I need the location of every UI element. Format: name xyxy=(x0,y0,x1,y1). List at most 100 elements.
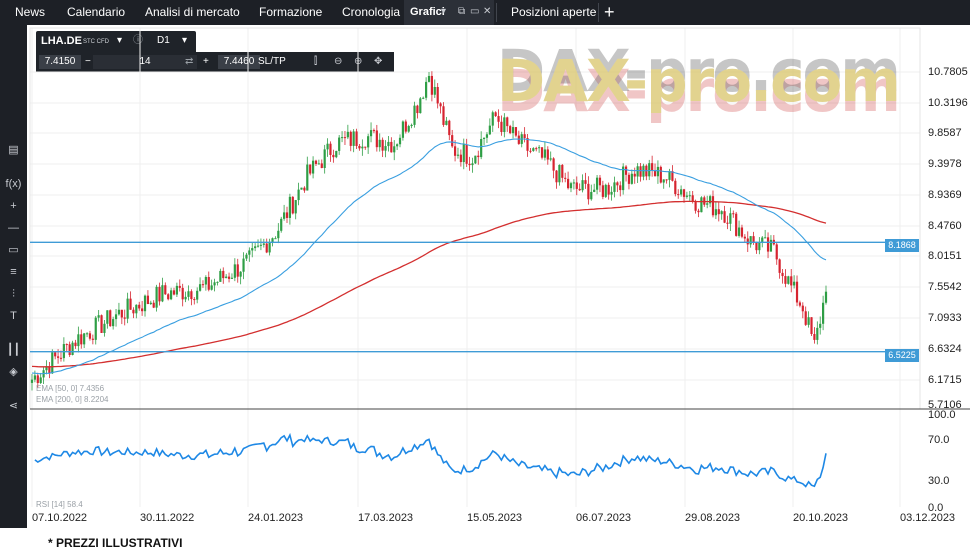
candle-body xyxy=(323,149,326,169)
candle-body xyxy=(161,285,164,302)
nav-calendario[interactable]: Calendario xyxy=(67,5,126,19)
level-tag-lower[interactable]: 6.5225 xyxy=(885,349,919,362)
close-icon[interactable]: ✕ xyxy=(483,6,492,17)
swap-icon[interactable]: ⇄ xyxy=(185,56,194,67)
dropdown-caret-icon[interactable]: ▾ xyxy=(441,6,447,17)
bid-price[interactable]: 7.4150 xyxy=(39,55,81,69)
candle-body xyxy=(369,130,373,137)
crosshair-icon[interactable]: + xyxy=(10,200,17,212)
candle-body xyxy=(233,264,236,278)
add-tab-icon[interactable]: + xyxy=(604,2,615,22)
ema200-legend[interactable]: EMA [200, 0] 8.2204 xyxy=(36,395,109,404)
candle-body xyxy=(604,184,607,197)
candle-body xyxy=(761,237,764,243)
increase-quantity-button[interactable]: + xyxy=(203,56,209,67)
candle-body xyxy=(288,196,292,218)
candle-body xyxy=(665,179,668,181)
nav-posizioni-aperte[interactable]: Posizioni aperte xyxy=(511,5,597,19)
tab-grafici-label[interactable]: Grafici xyxy=(410,6,445,18)
candle-body xyxy=(326,143,329,150)
rsi-legend[interactable]: RSI [14] 58.4 xyxy=(36,500,83,509)
candlestick-series xyxy=(30,71,828,391)
candle-body xyxy=(300,187,303,190)
candle-body xyxy=(758,242,761,251)
ema50-legend[interactable]: EMA [50, 0] 7.4356 xyxy=(36,384,105,393)
candle-body xyxy=(769,239,773,252)
popout-icon[interactable]: ⧉ xyxy=(458,6,466,17)
date-tick: 03.12.2023 xyxy=(900,512,956,524)
candle-body xyxy=(619,185,622,191)
candle-body xyxy=(581,180,584,191)
candle-body xyxy=(720,211,723,215)
ask-price[interactable]: 7.4460 xyxy=(218,55,260,69)
timeframe-select[interactable]: D1 xyxy=(157,35,170,46)
layers-icon[interactable]: ◈ xyxy=(9,366,18,378)
rectangle-icon[interactable]: ▭ xyxy=(8,244,19,256)
sltp-button[interactable]: SL/TP xyxy=(258,56,286,67)
candle-body xyxy=(706,203,709,205)
nav-analisi-di-mercato[interactable]: Analisi di mercato xyxy=(145,5,240,19)
candle-body xyxy=(778,259,781,273)
candle-body xyxy=(752,236,755,243)
share-icon[interactable]: ⋖ xyxy=(8,400,19,412)
candle-body xyxy=(30,379,34,383)
candle-body xyxy=(198,284,202,291)
level-tag-upper[interactable]: 8.1868 xyxy=(885,239,919,252)
candle-body xyxy=(123,317,126,319)
ema50-line xyxy=(31,138,827,375)
candle-body xyxy=(265,243,268,253)
nav-news[interactable]: News xyxy=(15,5,46,19)
candle-body xyxy=(361,146,364,149)
candle-body xyxy=(740,227,744,237)
nav-cronologia[interactable]: Cronologia xyxy=(342,5,401,19)
candle-body xyxy=(381,139,384,151)
candle-body xyxy=(633,173,636,177)
minimize-icon[interactable]: ▭ xyxy=(470,6,480,17)
tab-grafici[interactable] xyxy=(404,0,494,25)
price-tick: 9.8587 xyxy=(928,127,962,139)
symbol-label[interactable]: LHA.DE xyxy=(41,35,82,47)
candle-body xyxy=(656,166,660,177)
candle-body xyxy=(164,285,167,295)
candle-body xyxy=(132,309,135,314)
candle-body xyxy=(569,183,573,189)
price-tick: 9.3978 xyxy=(928,158,962,170)
candle-body xyxy=(181,287,184,300)
candle-body xyxy=(613,182,616,192)
candle-body xyxy=(364,146,367,148)
candle-body xyxy=(471,163,474,166)
candle-body xyxy=(169,290,173,300)
candle-body xyxy=(714,209,717,216)
candle-body xyxy=(230,277,234,279)
candle-body xyxy=(109,310,112,327)
order-panel: 7.4150 − 14 ⇄ + 7.4460 SL/TP ⫿ ⊖ ⊕ ✥ xyxy=(36,52,394,72)
candle-body xyxy=(56,356,60,358)
price-tick: 10.7805 xyxy=(928,66,968,78)
move-icon[interactable]: ✥ xyxy=(374,56,383,67)
decrease-quantity-button[interactable]: − xyxy=(85,56,91,67)
candle-body xyxy=(517,135,520,144)
candle-body xyxy=(74,342,77,347)
candle-body xyxy=(677,194,680,196)
zoom-out-icon[interactable]: ⊖ xyxy=(334,56,343,67)
timeframe-dropdown-icon[interactable]: ▾ xyxy=(182,35,188,46)
symbol-dropdown-icon[interactable]: ▾ xyxy=(117,35,123,46)
candles-icon[interactable]: ┃┃ xyxy=(6,344,21,356)
line-tool-icon[interactable]: — xyxy=(8,222,19,234)
candle-body xyxy=(511,127,515,134)
nav-formazione[interactable]: Formazione xyxy=(259,5,323,19)
candle-body xyxy=(642,165,645,177)
function-icon[interactable]: f(x) xyxy=(5,178,22,190)
fibonacci-icon[interactable]: ≡ xyxy=(10,266,17,278)
candle-body xyxy=(787,276,790,284)
screen-icon[interactable]: ▤ xyxy=(8,144,19,156)
candle-body xyxy=(433,86,436,95)
quantity-input[interactable]: 14 xyxy=(93,55,197,69)
text-tool-icon[interactable]: T xyxy=(10,310,17,322)
rsi-tick: 30.0 xyxy=(928,475,950,487)
info-icon[interactable]: ⓘ xyxy=(133,35,143,46)
pitchfork-icon[interactable]: ⫶ xyxy=(12,288,15,300)
compare-icon[interactable]: ⫿ xyxy=(314,56,318,67)
candle-body xyxy=(201,284,205,286)
